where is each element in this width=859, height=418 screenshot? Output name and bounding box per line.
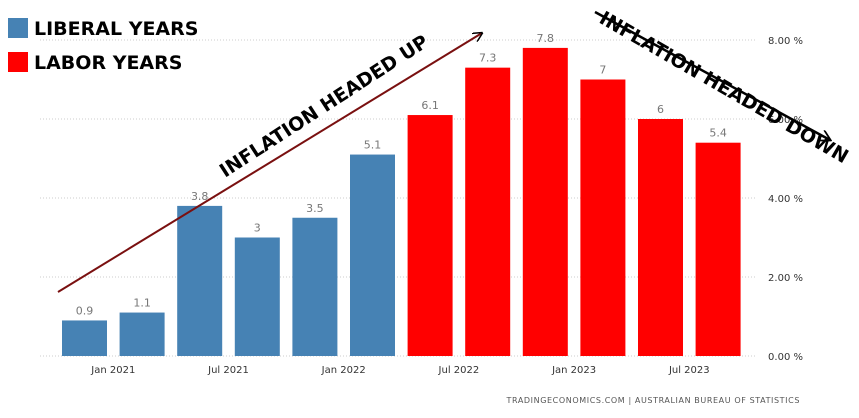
bar-liberal — [292, 217, 338, 356]
x-tick-label: Jul 2022 — [438, 365, 480, 376]
y-axis-ticks: 0.00 % 2.00 % 4.00 % 6.00 % 8.00 % — [768, 36, 803, 363]
bar-value-label: 6 — [657, 103, 664, 116]
y-tick-label: 4.00 % — [768, 194, 803, 205]
bar-value-labels: 0.9 1.1 3.8 3 3.5 5.1 6.1 7.3 7.8 7 6 5.4 — [76, 32, 727, 318]
x-tick-label: Jan 2022 — [321, 365, 366, 376]
legend-swatch-labor — [8, 52, 28, 72]
bar-value-label: 3.5 — [306, 202, 324, 215]
bar-labor — [465, 67, 511, 357]
legend-swatch-liberal — [8, 18, 28, 38]
x-tick-label: Jan 2023 — [551, 365, 596, 376]
bar-value-label: 3.8 — [191, 190, 209, 203]
bar-labor — [695, 142, 741, 356]
bar-value-label: 1.1 — [133, 297, 151, 310]
bar-value-label: 7 — [599, 64, 606, 77]
bar-value-label: 3 — [254, 222, 261, 235]
bar-labor — [407, 115, 453, 356]
bar-liberal — [177, 205, 223, 356]
bar-value-label: 6.1 — [421, 99, 439, 112]
x-tick-label: Jan 2021 — [90, 365, 135, 376]
annotation-up: INFLATION HEADED UP — [216, 31, 433, 182]
bar-labor — [522, 47, 568, 357]
bar-labor — [638, 119, 683, 356]
bar-value-label: 5.4 — [709, 127, 727, 140]
bar-value-label: 5.1 — [364, 139, 382, 152]
legend-label-labor: LABOR YEARS — [34, 52, 182, 74]
x-tick-label: Jul 2023 — [668, 365, 710, 376]
legend-label-liberal: LIBERAL YEARS — [34, 18, 198, 40]
bar-liberal — [350, 154, 395, 356]
bar-value-label: 0.9 — [76, 304, 94, 317]
y-tick-label: 0.00 % — [768, 352, 803, 363]
x-tick-label: Jul 2021 — [207, 365, 249, 376]
arrow-up-line — [57, 33, 482, 293]
bars-group — [62, 47, 741, 357]
y-tick-label: 8.00 % — [768, 36, 803, 47]
source-credit: TRADINGECONOMICS.COM | AUSTRALIAN BUREAU… — [506, 396, 800, 405]
bar-value-label: 7.3 — [479, 52, 497, 65]
legend: LIBERAL YEARS LABOR YEARS — [8, 18, 198, 74]
x-axis-ticks: Jan 2021 Jul 2021 Jan 2022 Jul 2022 Jan 2023… — [90, 365, 709, 376]
y-tick-label: 2.00 % — [768, 273, 803, 284]
bar-liberal — [234, 237, 280, 356]
bar-value-label: 7.8 — [537, 32, 555, 45]
gridlines — [40, 39, 757, 357]
bar-liberal — [119, 312, 165, 356]
y-tick-label: 6.00 % — [768, 115, 803, 126]
bar-liberal — [62, 320, 107, 356]
arrow-down-line — [594, 10, 830, 140]
bar-labor — [580, 79, 626, 356]
